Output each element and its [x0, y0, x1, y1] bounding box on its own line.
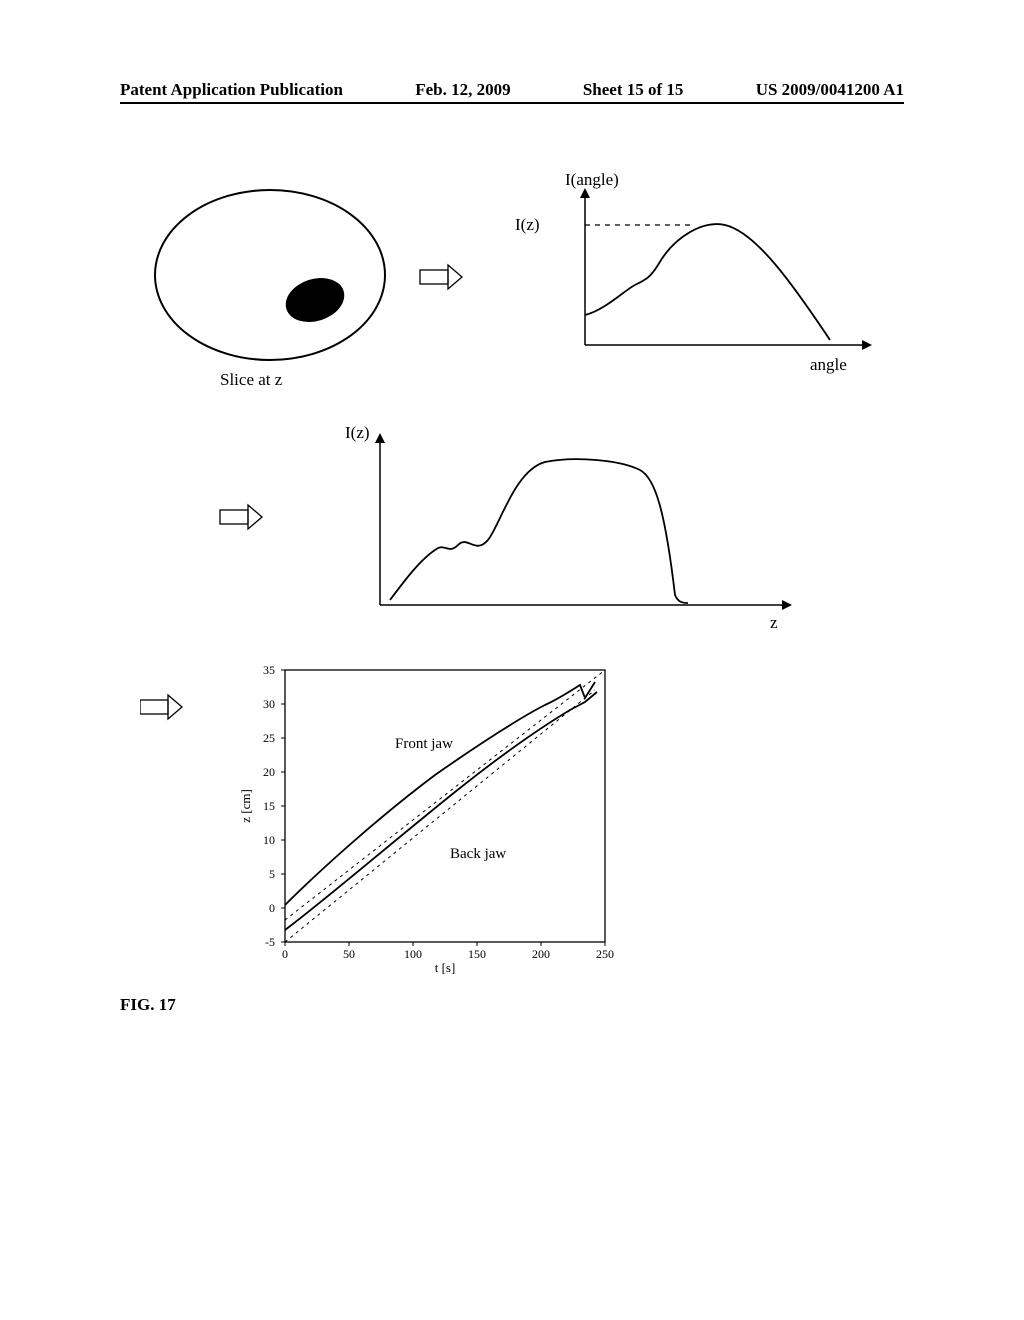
header-left: Patent Application Publication — [120, 80, 343, 100]
ytick: -5 — [265, 935, 275, 949]
iangle-xlabel: angle — [810, 355, 847, 374]
panel-1: Slice at z I(angle) I(z) angle — [120, 170, 900, 390]
xtick: 150 — [468, 947, 486, 961]
iz-xlabel: z — [770, 613, 778, 632]
iangle-ylabel: I(angle) — [565, 170, 619, 189]
xtick: 50 — [343, 947, 355, 961]
header-rule — [120, 102, 904, 104]
page-header: Patent Application Publication Feb. 12, … — [0, 80, 1024, 100]
figure-caption: FIG. 17 — [120, 995, 176, 1015]
header-sheet: Sheet 15 of 15 — [583, 80, 684, 100]
front-jaw-label: Front jaw — [395, 736, 453, 752]
panel3-ylabel: z [cm] — [238, 789, 253, 823]
ytick: 35 — [263, 663, 275, 677]
panel3-xlabel: t [s] — [435, 960, 456, 975]
arrow-icon — [140, 695, 182, 719]
y-ticks: -5 0 5 10 15 20 25 30 35 — [263, 663, 285, 949]
header-right: US 2009/0041200 A1 — [756, 80, 904, 100]
xtick: 0 — [282, 947, 288, 961]
ytick: 5 — [269, 867, 275, 881]
ytick: 30 — [263, 697, 275, 711]
ytick: 10 — [263, 833, 275, 847]
ytick: 0 — [269, 901, 275, 915]
xtick: 100 — [404, 947, 422, 961]
x-ticks: 0 50 100 150 200 250 — [282, 942, 614, 961]
panel-2: I(z) z — [200, 420, 820, 640]
arrow-icon — [220, 505, 262, 529]
arrow-icon — [420, 265, 462, 289]
ytick: 15 — [263, 799, 275, 813]
panel-3: -5 0 5 10 15 20 25 30 35 0 50 100 150 20… — [140, 660, 740, 980]
ytick: 20 — [263, 765, 275, 779]
iz-dashed-label: I(z) — [515, 215, 540, 234]
slice-diagram — [155, 190, 385, 360]
xtick: 250 — [596, 947, 614, 961]
xtick: 200 — [532, 947, 550, 961]
header-date: Feb. 12, 2009 — [415, 80, 510, 100]
slice-label: Slice at z — [220, 370, 283, 389]
back-jaw-label: Back jaw — [450, 846, 506, 862]
iz-ylabel: I(z) — [345, 423, 370, 442]
ytick: 25 — [263, 731, 275, 745]
iangle-plot: I(angle) I(z) angle — [515, 170, 872, 374]
